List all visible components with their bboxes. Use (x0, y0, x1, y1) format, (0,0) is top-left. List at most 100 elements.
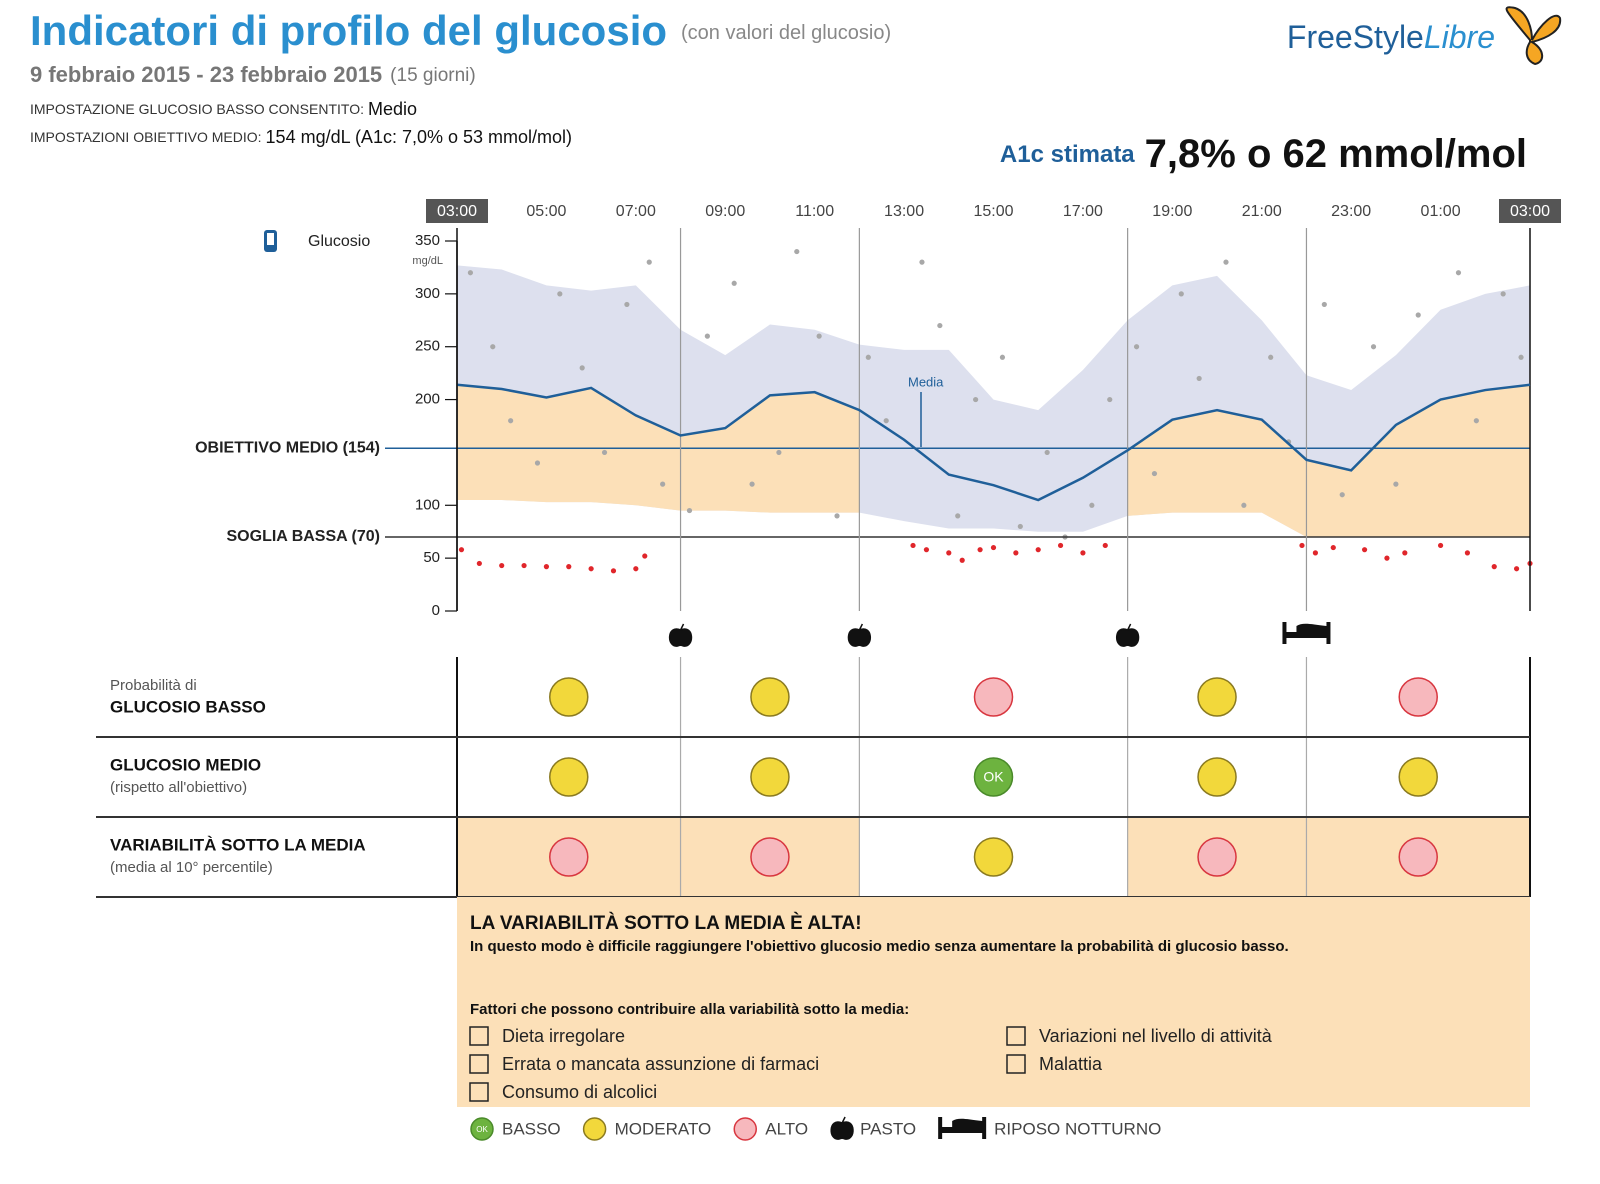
status-circle (1197, 677, 1237, 717)
status-text: OK (983, 769, 1004, 785)
glucose-point (534, 460, 541, 466)
legend-label: MODERATO (615, 1119, 712, 1138)
a1c-label: A1c stimata (1000, 141, 1135, 168)
low-point (1384, 555, 1390, 561)
checkbox[interactable] (469, 1026, 489, 1046)
checkbox[interactable] (1006, 1054, 1026, 1074)
low-point (977, 547, 983, 553)
x-tick-label: 11:00 (795, 203, 834, 220)
glucose-point (1196, 375, 1202, 382)
legend-swatch (470, 1117, 494, 1141)
row-label: Probabilità di (110, 677, 197, 694)
glucose-point (1370, 344, 1377, 350)
glucose-point (1017, 523, 1023, 530)
checkbox[interactable] (469, 1082, 489, 1102)
factor: Consumo di alcolici (502, 1082, 657, 1102)
glucose-point (490, 344, 496, 350)
y-unit: mg/dL (412, 255, 443, 267)
device-screen (267, 233, 274, 245)
status-circle (1197, 757, 1237, 797)
row-label: VARIABILITÀ SOTTO LA MEDIA (110, 835, 366, 854)
x-tick-label: 23:00 (1331, 203, 1371, 220)
glucose-point (1393, 481, 1399, 487)
glucose-point (999, 354, 1006, 360)
low-point (1491, 564, 1497, 570)
glucose-point (686, 507, 693, 514)
low-point (1102, 542, 1108, 549)
x-tick-box (1499, 199, 1561, 223)
status-circle (750, 677, 790, 717)
glucose-point (919, 259, 925, 265)
median-line (456, 383, 1531, 502)
glucose-point (1241, 502, 1247, 508)
status-circle (973, 757, 1014, 797)
x-tick-box (426, 199, 488, 223)
status-circle (973, 677, 1014, 717)
status-circle (549, 677, 589, 717)
x-tick-label: 03:00 (1510, 203, 1550, 220)
status-circle (1398, 677, 1438, 717)
bed-shape (938, 1117, 987, 1139)
glucose-point (1178, 291, 1184, 297)
checkbox[interactable] (1006, 1026, 1026, 1046)
low-point (566, 564, 572, 570)
glucose-point (973, 396, 979, 403)
glucose-point (1321, 301, 1327, 308)
message-text: In questo modo è difficile raggiungere l… (470, 938, 1289, 955)
y-tick-label: 0 (432, 602, 440, 619)
apple-shape (668, 623, 693, 647)
status-circle (750, 757, 790, 797)
meal-icon (668, 623, 693, 647)
meal-icon (847, 623, 871, 647)
median-label: Media (908, 374, 944, 389)
date-range: 9 febbraio 2015 - 23 febbraio 2015 (30, 62, 382, 87)
glucose-point (646, 259, 652, 265)
low-point (458, 547, 465, 553)
low-point (1402, 550, 1408, 556)
legend-label: PASTO (860, 1119, 916, 1138)
low-point (1299, 542, 1305, 549)
y-tick-label: 300 (415, 285, 440, 302)
low-point (1437, 542, 1444, 549)
low-point (1035, 547, 1041, 553)
low-point (588, 566, 594, 572)
low-point (521, 562, 527, 569)
row-label: (media al 10° percentile) (110, 859, 273, 876)
setting: IMPOSTAZIONI OBIETTIVO MEDIO: 154 mg/dL (… (30, 127, 572, 147)
x-tick-label: 07:00 (616, 203, 656, 220)
factors-title: Fattori che possono contribuire alla var… (470, 1001, 909, 1018)
low-point (1464, 550, 1471, 556)
low-point (1361, 547, 1368, 553)
status-circle (973, 837, 1014, 877)
y-label: Glucosio (308, 233, 370, 250)
glucose-point (1455, 270, 1462, 276)
checkbox[interactable] (469, 1054, 489, 1074)
y-tick-label: 200 (415, 391, 440, 408)
logo: FreeStyleLibre (1287, 19, 1495, 55)
low-point (990, 544, 997, 551)
low-point (1312, 550, 1318, 556)
days: (15 giorni) (390, 65, 476, 86)
status-circle (549, 837, 589, 877)
setting: IMPOSTAZIONE GLUCOSIO BASSO CONSENTITO: M… (30, 99, 417, 119)
glucose-point (1107, 396, 1113, 403)
legend-icon (938, 1117, 987, 1139)
legend-label: ALTO (765, 1119, 808, 1138)
x-tick-label: 15:00 (973, 203, 1013, 220)
y-tick-label: 100 (415, 496, 440, 513)
sleep-icon (1282, 622, 1331, 644)
glucose-point (749, 481, 755, 487)
apple-shape (1116, 623, 1140, 647)
a1c-value: 7,8% o 62 mmol/mol (1145, 132, 1527, 176)
glucose-point (601, 449, 608, 456)
glucose-point (1151, 470, 1158, 477)
row-label: GLUCOSIO BASSO (110, 697, 266, 716)
x-tick-label: 03:00 (437, 203, 477, 220)
low-point (1080, 550, 1086, 556)
glucose-point (1089, 502, 1095, 508)
glucose-point (794, 248, 800, 255)
glucose-point (937, 322, 943, 329)
low-point (946, 550, 952, 556)
x-tick-label: 19:00 (1152, 203, 1192, 220)
status-circle (549, 757, 589, 797)
